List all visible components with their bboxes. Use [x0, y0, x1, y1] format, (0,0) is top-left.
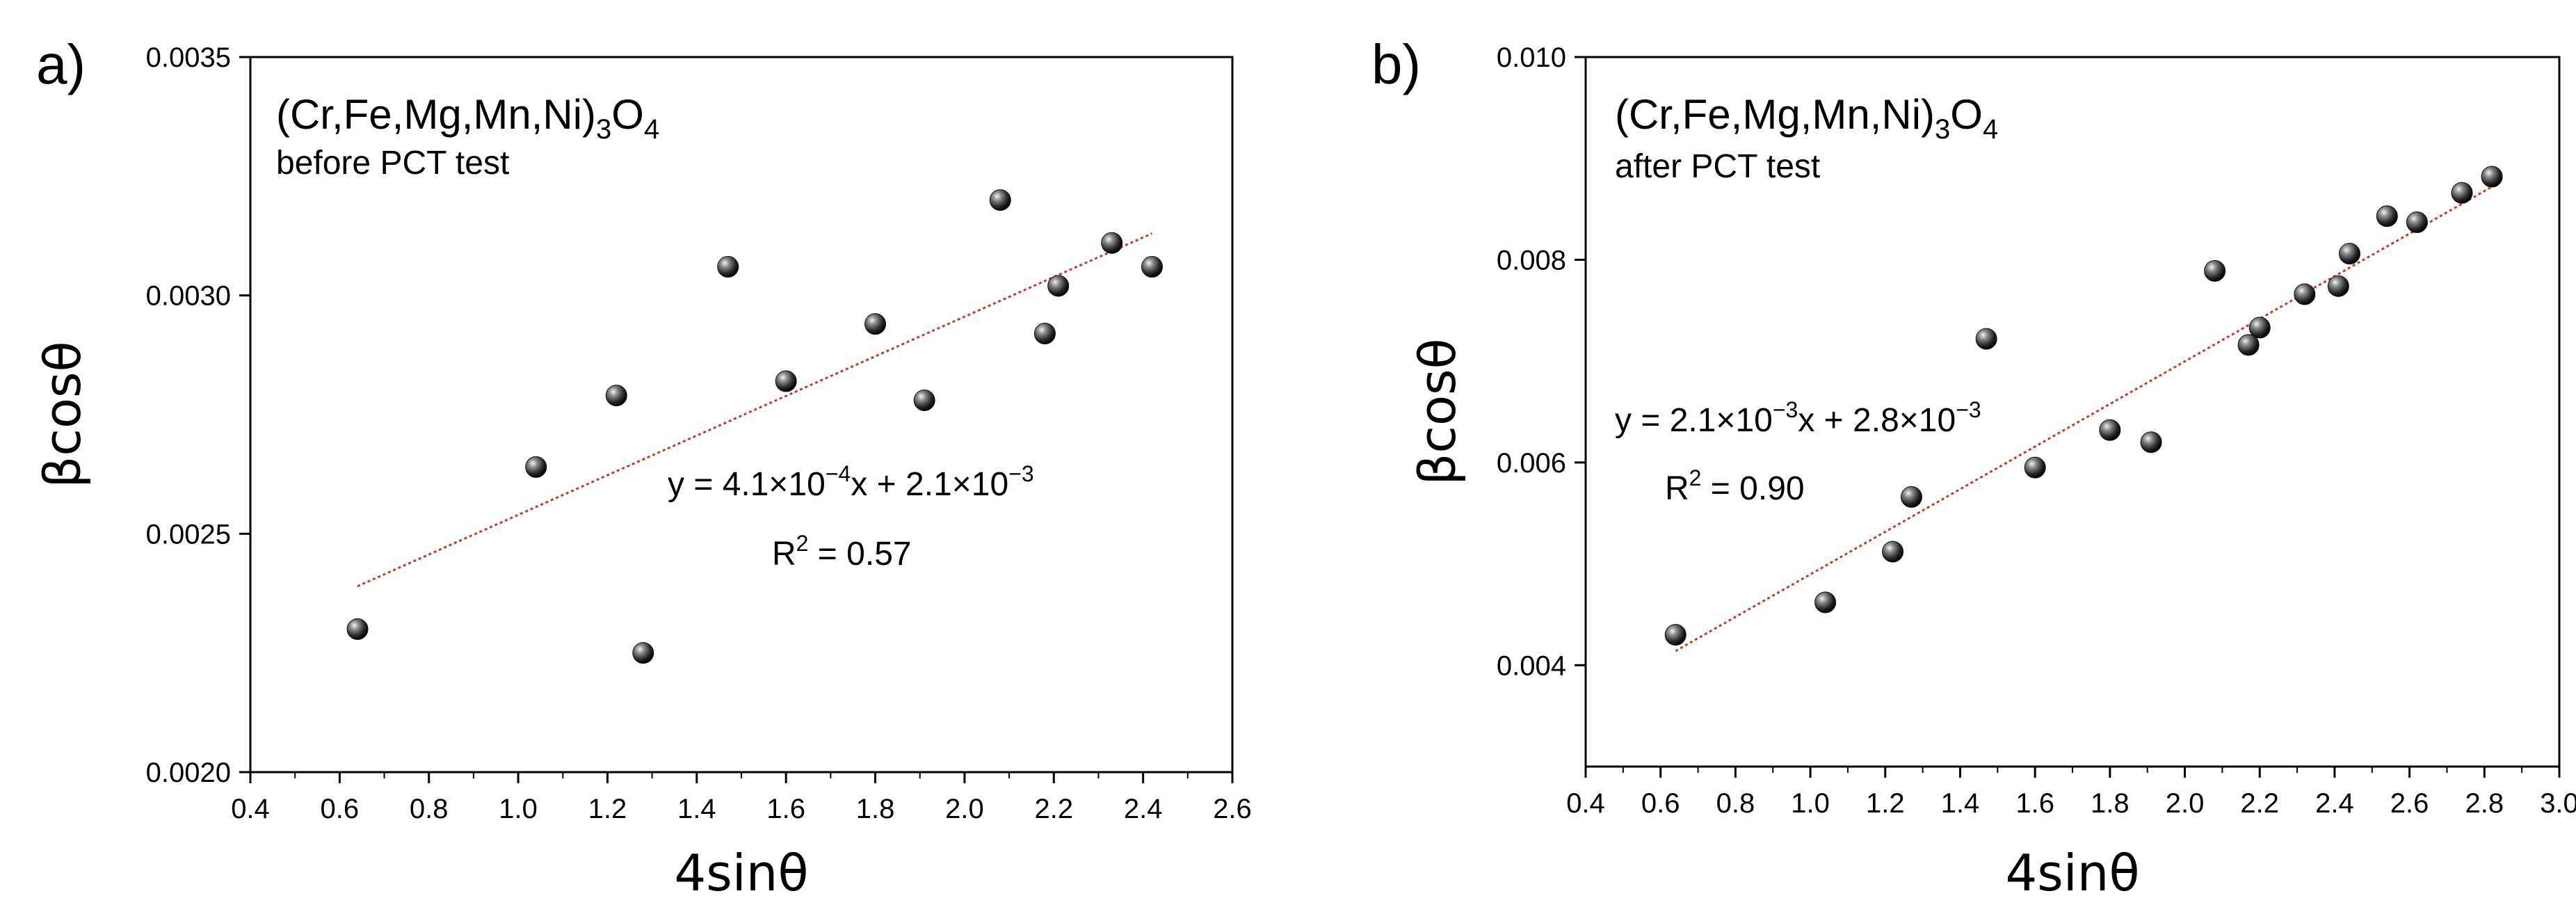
- x-tick-label-a: 0.8: [410, 794, 449, 824]
- data-point-b: [2406, 211, 2428, 234]
- data-point-a: [525, 456, 547, 478]
- chart-a-svg: a) 0.4 0.6 0.8 1.0 1.2 1.4 1.6 1.8 2.0 2.2 2.4 2.6 …: [33, 33, 1252, 902]
- compound-formula-a: (Cr,Fe,Mg,Mn,Ni)3O4: [276, 91, 659, 145]
- r-squared-b: R2 = 0.90: [1665, 465, 1805, 507]
- data-point-b: [2327, 275, 2349, 297]
- data-point-b: [2451, 182, 2473, 204]
- data-point-a: [775, 370, 797, 392]
- r-squared-a: R2 = 0.57: [772, 531, 912, 572]
- subtitle-a: before PCT test: [276, 145, 509, 182]
- fit-equation-b: y = 2.1×10−3x + 2.8×10−3: [1615, 397, 1981, 439]
- fit-line-b: [1675, 186, 2493, 652]
- x-tick-label-b: 3.0: [2540, 788, 2576, 819]
- x-tick-label-a: 2.4: [1124, 794, 1163, 824]
- data-point-a: [605, 385, 627, 407]
- y-tick-label-a: 0.0020: [146, 758, 231, 788]
- data-point-b: [2237, 334, 2260, 356]
- data-point-b: [2024, 456, 2046, 479]
- x-axis-label-a: 4sinθ: [674, 844, 808, 902]
- x-tick-label-a: 1.0: [499, 794, 538, 824]
- data-point-b: [2204, 259, 2226, 282]
- y-tick-label-a: 0.0025: [146, 519, 231, 550]
- data-point-b: [1975, 328, 1997, 350]
- y-tick-label-b: 0.008: [1497, 245, 1566, 275]
- x-tick-label-b: 1.0: [1791, 788, 1830, 819]
- y-tick-label-b: 0.010: [1497, 42, 1566, 73]
- data-point-b: [1882, 540, 1904, 563]
- x-tick-label-a: 1.6: [766, 794, 805, 824]
- y-tick-label-a: 0.0035: [146, 42, 231, 73]
- x-ticks-b: 0.4 0.6 0.8 1.0 1.2 1.4 1.6 1.8 2.0 2.2 2.4 2.6 2.8 3…: [1566, 767, 2576, 819]
- fit-line-a: [357, 232, 1153, 588]
- data-point-a: [632, 642, 654, 664]
- subtitle-b: after PCT test: [1615, 148, 1820, 185]
- data-point-a: [1047, 275, 1070, 297]
- x-tick-label-b: 0.4: [1566, 788, 1605, 819]
- x-tick-label-b: 1.4: [1941, 788, 1980, 819]
- chart-b-svg: b) 0.4 0.6 0.8 1.0 1.2 1.4 1.6 1.8 2.0 2.2 2.4 2.6 2…: [1371, 33, 2576, 902]
- y-tick-label-b: 0.004: [1497, 650, 1566, 681]
- x-tick-label-b: 0.8: [1716, 788, 1755, 819]
- x-ticks-a: 0.4 0.6 0.8 1.0 1.2 1.4 1.6 1.8 2.0 2.2 2.4 2.6: [231, 772, 1252, 824]
- data-point-a: [1101, 232, 1123, 254]
- x-tick-label-b: 2.0: [2166, 788, 2205, 819]
- x-tick-label-a: 1.8: [856, 794, 895, 824]
- data-point-b: [2099, 419, 2121, 441]
- panel-label-b: b): [1371, 33, 1421, 95]
- data-point-b: [1664, 624, 1687, 646]
- x-tick-label-a: 0.4: [231, 794, 270, 824]
- y-axis-label-a: βcosθ: [33, 341, 92, 488]
- fit-equation-a: y = 4.1×10−4x + 2.1×10−3: [668, 461, 1034, 503]
- x-tick-label-a: 1.4: [677, 794, 716, 824]
- x-tick-label-b: 1.2: [1866, 788, 1905, 819]
- data-points-a: [346, 189, 1163, 664]
- data-point-b: [2294, 283, 2316, 305]
- data-point-b: [2140, 431, 2162, 454]
- data-point-a: [1141, 256, 1163, 278]
- x-tick-label-b: 2.6: [2390, 788, 2429, 819]
- data-point-a: [1033, 322, 1056, 344]
- data-point-b: [2248, 317, 2271, 339]
- chart-panel-a: a) 0.4 0.6 0.8 1.0 1.2 1.4 1.6 1.8 2.0 2.2 2.4 2.6 …: [33, 33, 1252, 902]
- data-point-a: [864, 313, 887, 335]
- data-point-a: [717, 256, 739, 278]
- x-tick-label-b: 2.4: [2315, 788, 2354, 819]
- x-axis-label-b: 4sinθ: [2005, 844, 2139, 902]
- data-points-b: [1664, 166, 2503, 646]
- x-tick-label-a: 0.6: [321, 794, 360, 824]
- data-point-b: [2376, 205, 2398, 227]
- y-tick-label-b: 0.006: [1497, 448, 1566, 479]
- data-point-b: [1814, 591, 1837, 614]
- compound-formula-b: (Cr,Fe,Mg,Mn,Ni)3O4: [1615, 91, 1998, 145]
- data-point-b: [1900, 486, 1922, 508]
- x-tick-label-b: 2.2: [2240, 788, 2279, 819]
- data-point-b: [2481, 166, 2503, 188]
- x-tick-label-b: 1.8: [2091, 788, 2130, 819]
- data-point-a: [913, 389, 935, 411]
- x-tick-label-a: 1.2: [588, 794, 627, 824]
- y-ticks-a: 0.0020 0.0025 0.0030 0.0035: [146, 42, 250, 788]
- x-tick-label-b: 0.6: [1641, 788, 1680, 819]
- x-tick-label-a: 2.0: [945, 794, 984, 824]
- y-ticks-b: 0.004 0.006 0.008 0.010: [1497, 42, 1586, 681]
- y-tick-label-a: 0.0030: [146, 281, 231, 312]
- x-tick-label-a: 2.6: [1213, 794, 1252, 824]
- chart-panel-b: b) 0.4 0.6 0.8 1.0 1.2 1.4 1.6 1.8 2.0 2.2 2.4 2.6 2…: [1288, 0, 2576, 921]
- x-tick-label-a: 2.2: [1034, 794, 1073, 824]
- x-tick-label-b: 2.8: [2465, 788, 2504, 819]
- data-point-a: [346, 618, 369, 640]
- y-axis-label-b: βcosθ: [1408, 338, 1467, 485]
- data-point-b: [2338, 243, 2360, 265]
- data-point-a: [989, 189, 1011, 211]
- x-tick-label-b: 1.6: [2015, 788, 2054, 819]
- panel-label-a: a): [36, 33, 86, 95]
